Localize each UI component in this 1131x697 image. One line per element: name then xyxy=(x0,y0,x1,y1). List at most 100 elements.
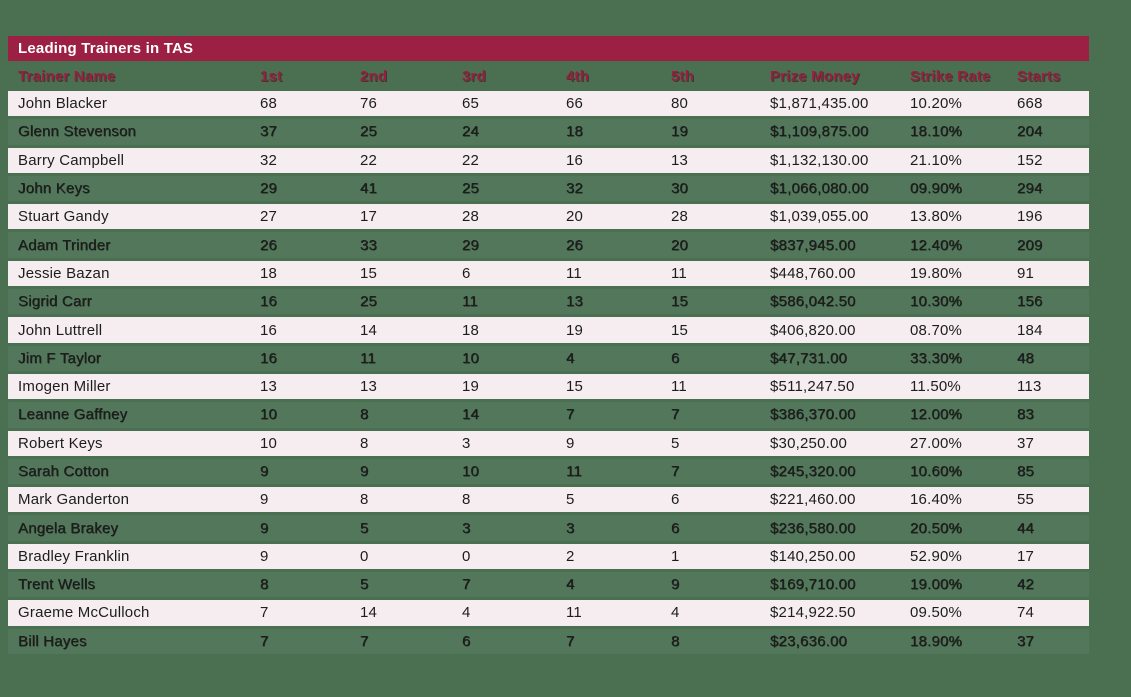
first-place-cell: 18 xyxy=(260,260,360,287)
prize-money-cell: $406,820.00 xyxy=(770,317,910,343)
first-place-cell: 37 xyxy=(260,119,360,145)
third-place-cell: 18 xyxy=(462,317,566,343)
starts-cell: 85 xyxy=(1017,458,1089,485)
fifth-place-cell: 6 xyxy=(671,345,770,371)
second-place-cell: 14 xyxy=(360,600,462,626)
second-place-cell: 8 xyxy=(360,487,462,513)
starts-cell: 294 xyxy=(1017,175,1089,202)
table-row: Trent Wells 8 5 7 4 9 $169,710.00 19.00% 42 xyxy=(8,572,1089,598)
trainer-name-cell: Robert Keys xyxy=(8,430,260,456)
trainer-name-cell: Adam Trinder xyxy=(8,232,260,258)
second-place-cell: 25 xyxy=(360,119,462,145)
prize-money-cell: $1,066,080.00 xyxy=(770,175,910,202)
starts-cell: 37 xyxy=(1017,430,1089,456)
third-place-cell: 3 xyxy=(462,430,566,456)
strike-rate-cell: 18.10% xyxy=(910,119,1017,145)
trainer-name-cell: Trent Wells xyxy=(8,572,260,598)
strike-rate-cell: 10.30% xyxy=(910,289,1017,315)
second-place-cell: 8 xyxy=(360,430,462,456)
strike-rate-cell: 18.90% xyxy=(910,628,1017,654)
fourth-place-cell: 13 xyxy=(566,289,671,315)
trainer-name-cell: Barry Campbell xyxy=(8,147,260,173)
fifth-place-cell: 15 xyxy=(671,289,770,315)
second-place-cell: 5 xyxy=(360,515,462,541)
prize-money-cell: $448,760.00 xyxy=(770,260,910,287)
strike-rate-cell: 09.50% xyxy=(910,600,1017,626)
starts-cell: 37 xyxy=(1017,628,1089,654)
prize-money-cell: $386,370.00 xyxy=(770,402,910,428)
strike-rate-cell: 09.90% xyxy=(910,175,1017,202)
strike-rate-cell: 21.10% xyxy=(910,147,1017,173)
trainer-name-cell: Stuart Gandy xyxy=(8,204,260,230)
fifth-place-cell: 30 xyxy=(671,175,770,202)
third-place-cell: 25 xyxy=(462,175,566,202)
strike-rate-cell: 33.30% xyxy=(910,345,1017,371)
fourth-place-cell: 66 xyxy=(566,91,671,117)
table-row: Glenn Stevenson 37 25 24 18 19 $1,109,875.00 18… xyxy=(8,119,1089,145)
second-place-cell: 8 xyxy=(360,402,462,428)
second-place-cell: 11 xyxy=(360,345,462,371)
column-header-prize-money: Prize Money xyxy=(770,67,860,85)
prize-money-cell: $221,460.00 xyxy=(770,487,910,513)
first-place-cell: 32 xyxy=(260,147,360,173)
first-place-cell: 7 xyxy=(260,600,360,626)
prize-money-cell: $140,250.00 xyxy=(770,543,910,570)
second-place-cell: 9 xyxy=(360,458,462,485)
trainer-name-cell: Imogen Miller xyxy=(8,373,260,400)
starts-cell: 74 xyxy=(1017,600,1089,626)
second-place-cell: 76 xyxy=(360,91,462,117)
fifth-place-cell: 1 xyxy=(671,543,770,570)
first-place-cell: 26 xyxy=(260,232,360,258)
third-place-cell: 22 xyxy=(462,147,566,173)
trainer-name-cell: Sigrid Carr xyxy=(8,289,260,315)
starts-cell: 209 xyxy=(1017,232,1089,258)
prize-money-cell: $1,039,055.00 xyxy=(770,204,910,230)
first-place-cell: 9 xyxy=(260,458,360,485)
fifth-place-cell: 11 xyxy=(671,373,770,400)
second-place-cell: 7 xyxy=(360,628,462,654)
trainer-name-cell: Jim F Taylor xyxy=(8,345,260,371)
prize-money-cell: $511,247.50 xyxy=(770,373,910,400)
prize-money-cell: $23,636.00 xyxy=(770,628,910,654)
strike-rate-cell: 27.00% xyxy=(910,430,1017,456)
strike-rate-cell: 11.50% xyxy=(910,373,1017,400)
strike-rate-cell: 52.90% xyxy=(910,543,1017,570)
title-bar: Leading Trainers in TAS xyxy=(8,36,1089,61)
first-place-cell: 9 xyxy=(260,515,360,541)
table-row: Stuart Gandy 27 17 28 20 28 $1,039,055.00 13.80… xyxy=(8,204,1089,230)
trainer-name-cell: John Blacker xyxy=(8,91,260,117)
table-row: Mark Ganderton 9 8 8 5 6 $221,460.00 16.40% 55 xyxy=(8,487,1089,513)
table-row: John Keys 29 41 25 32 30 $1,066,080.00 09.90% 29… xyxy=(8,175,1089,202)
strike-rate-cell: 12.00% xyxy=(910,402,1017,428)
third-place-cell: 24 xyxy=(462,119,566,145)
first-place-cell: 10 xyxy=(260,402,360,428)
fifth-place-cell: 20 xyxy=(671,232,770,258)
fifth-place-cell: 4 xyxy=(671,600,770,626)
starts-cell: 152 xyxy=(1017,147,1089,173)
starts-cell: 44 xyxy=(1017,515,1089,541)
starts-cell: 204 xyxy=(1017,119,1089,145)
strike-rate-cell: 13.80% xyxy=(910,204,1017,230)
fourth-place-cell: 4 xyxy=(566,572,671,598)
strike-rate-cell: 10.60% xyxy=(910,458,1017,485)
fifth-place-cell: 15 xyxy=(671,317,770,343)
fifth-place-cell: 5 xyxy=(671,430,770,456)
second-place-cell: 15 xyxy=(360,260,462,287)
second-place-cell: 0 xyxy=(360,543,462,570)
prize-money-cell: $1,132,130.00 xyxy=(770,147,910,173)
fifth-place-cell: 8 xyxy=(671,628,770,654)
prize-money-cell: $1,109,875.00 xyxy=(770,119,910,145)
second-place-cell: 25 xyxy=(360,289,462,315)
first-place-cell: 68 xyxy=(260,91,360,117)
starts-cell: 91 xyxy=(1017,260,1089,287)
fifth-place-cell: 9 xyxy=(671,572,770,598)
prize-money-cell: $214,922.50 xyxy=(770,600,910,626)
third-place-cell: 7 xyxy=(462,572,566,598)
trainer-name-cell: Jessie Bazan xyxy=(8,260,260,287)
strike-rate-cell: 12.40% xyxy=(910,232,1017,258)
fourth-place-cell: 18 xyxy=(566,119,671,145)
fifth-place-cell: 6 xyxy=(671,515,770,541)
strike-rate-cell: 20.50% xyxy=(910,515,1017,541)
starts-cell: 184 xyxy=(1017,317,1089,343)
prize-money-cell: $1,871,435.00 xyxy=(770,91,910,117)
